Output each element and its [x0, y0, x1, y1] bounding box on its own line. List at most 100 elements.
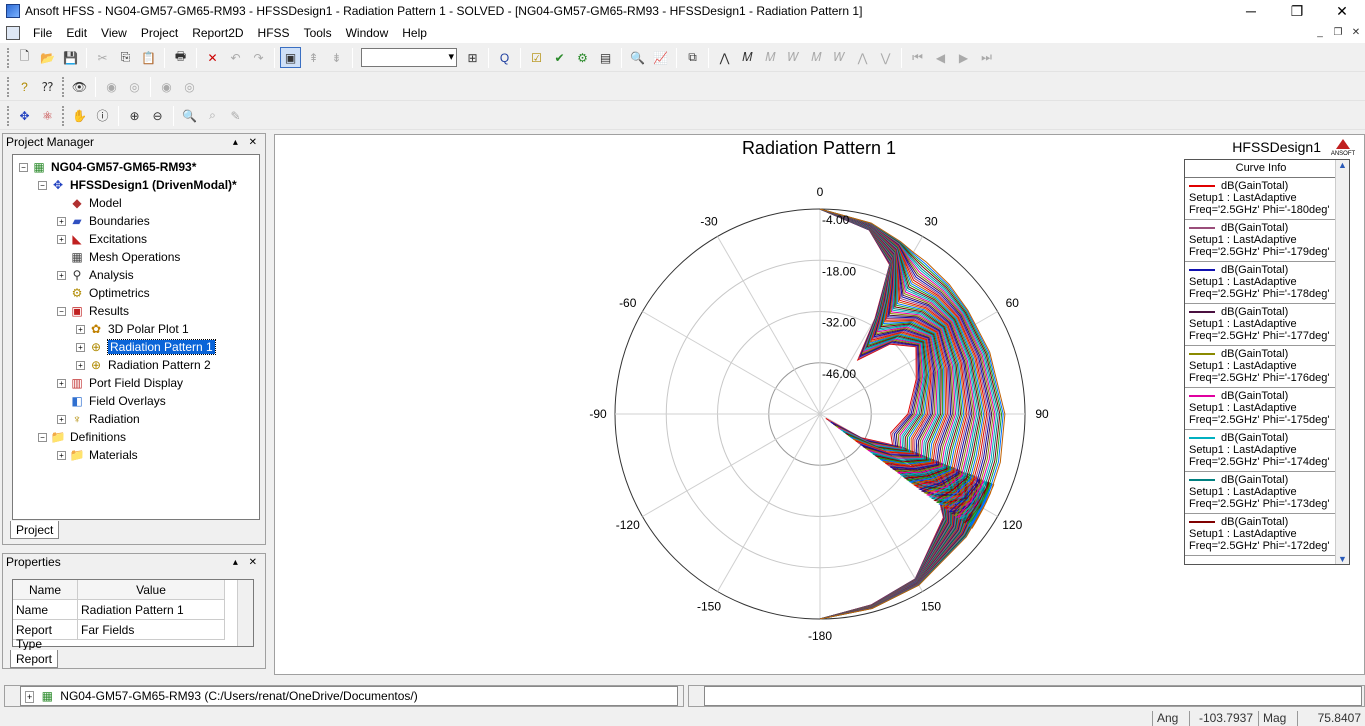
tree-node[interactable]: ▦ Mesh Operations — [57, 248, 180, 266]
legend-entry[interactable]: dB(GainTotal) Setup1 : LastAdaptive Freq='… — [1185, 262, 1337, 304]
document-icon[interactable] — [6, 25, 20, 40]
menu-view[interactable]: View — [101, 25, 127, 40]
mdi-minimize-button[interactable]: _ — [1317, 26, 1323, 38]
trace-icon-7[interactable]: ⋀ — [857, 50, 868, 65]
zoom-out-icon[interactable]: ⊖ — [152, 108, 163, 123]
help-icon[interactable]: ? — [21, 79, 28, 94]
trace-icon-4[interactable]: 𝑊 — [787, 50, 800, 64]
menu-edit[interactable]: Edit — [66, 25, 88, 40]
properties-scrollbar[interactable] — [237, 580, 253, 646]
tree-node[interactable]: + ♆ Radiation — [57, 410, 140, 428]
tree-expander-icon[interactable]: + — [57, 450, 66, 460]
curve-info-legend[interactable]: Curve Info dB(GainTotal) Setup1 : LastAda… — [1184, 159, 1350, 565]
legend-entry[interactable]: dB(GainTotal) Setup1 : LastAdaptive Freq='… — [1185, 430, 1337, 472]
paste-icon[interactable]: 📋 — [141, 50, 156, 65]
tree-expander-icon[interactable]: + — [57, 234, 66, 244]
tree-expander-icon[interactable]: − — [38, 180, 47, 190]
measure-icon[interactable]: ✎ — [230, 108, 241, 123]
solution-data-icon[interactable]: ⚙ — [577, 50, 588, 65]
tree-node[interactable]: + ⊕ Radiation Pattern 1 — [76, 338, 216, 356]
print-icon[interactable]: 🖶 — [174, 49, 187, 63]
tree-expander-icon[interactable]: − — [57, 306, 66, 316]
move-up-icon[interactable]: ⇞ — [308, 50, 319, 65]
polar-chart[interactable]: Radiation Pattern 1 HFSSDesign1 ANSOFT 0… — [275, 135, 1364, 674]
trace-icon-6[interactable]: 𝑊 — [833, 50, 846, 64]
orient-icon[interactable]: ⚛ — [42, 108, 53, 123]
trace-icon-5[interactable]: 𝑀 — [811, 50, 822, 64]
menu-file[interactable]: File — [33, 25, 53, 40]
tree-expander-icon[interactable]: + — [57, 216, 66, 226]
eye-icon[interactable]: 👁 — [71, 79, 88, 94]
legend-scrollbar[interactable]: ▲ ▼ — [1335, 160, 1349, 564]
tree-node[interactable]: + ◣ Excitations — [57, 230, 147, 248]
tree-expander-icon[interactable]: + — [76, 360, 85, 370]
tree-node[interactable]: ◆ Model — [57, 194, 121, 212]
tree-expander-icon[interactable]: + — [57, 378, 66, 388]
legend-entry[interactable]: dB(GainTotal) Setup1 : LastAdaptive Freq='… — [1185, 472, 1337, 514]
windows-icon[interactable]: ⧉ — [688, 50, 697, 64]
pattern-trace[interactable] — [819, 208, 976, 620]
selection-dropdown[interactable] — [361, 48, 457, 67]
trace-icon-8[interactable]: ⋁ — [880, 50, 891, 65]
redo-icon[interactable]: ↷ — [253, 50, 264, 65]
plot-window[interactable]: Radiation Pattern 1 HFSSDesign1 ANSOFT 0… — [274, 134, 1365, 675]
info-icon[interactable]: ⓘ — [96, 109, 109, 123]
tree-node[interactable]: ⚙ Optimetrics — [57, 284, 150, 302]
next-icon[interactable]: ▶ — [958, 50, 969, 65]
prop-value-cell[interactable]: Far Fields — [78, 620, 225, 640]
analyze-icon[interactable]: ✔ — [554, 50, 565, 65]
search-icon[interactable]: 🔍 — [630, 50, 645, 65]
legend-entry[interactable]: dB(GainTotal) Setup1 : LastAdaptive Freq='… — [1185, 304, 1337, 346]
last-icon[interactable]: ⏭ — [981, 50, 992, 64]
menu-hfss[interactable]: HFSS — [257, 25, 290, 40]
open-icon[interactable]: 📂 — [40, 50, 55, 65]
tree-node[interactable]: − ▦ NG04-GM57-GM65-RM93* — [19, 158, 196, 176]
tree-node[interactable]: ◧ Field Overlays — [57, 392, 165, 410]
view-icon-4[interactable]: ◎ — [184, 79, 195, 94]
prop-value-cell[interactable]: Radiation Pattern 1 — [78, 600, 225, 620]
menu-tools[interactable]: Tools — [303, 25, 332, 40]
tree-node[interactable]: − ✥ HFSSDesign1 (DrivenModal)* — [38, 176, 237, 194]
pattern-trace[interactable] — [819, 208, 996, 620]
tree-node[interactable]: − ▣ Results — [57, 302, 129, 320]
tab-report[interactable]: Report — [10, 650, 59, 668]
restore-button[interactable]: ❐ — [1290, 2, 1304, 19]
first-icon[interactable]: ⏮ — [912, 50, 923, 64]
new-icon[interactable]: 🗋 — [19, 49, 30, 63]
pattern-trace[interactable] — [819, 208, 1006, 620]
validate-icon[interactable]: ☑ — [531, 50, 542, 65]
tree-node[interactable]: + ✿ 3D Polar Plot 1 — [76, 320, 189, 338]
chart-icon[interactable]: 📈 — [653, 50, 668, 65]
menu-window[interactable]: Window — [345, 25, 389, 40]
legend-entry[interactable]: dB(GainTotal) Setup1 : LastAdaptive Freq='… — [1185, 220, 1337, 262]
quick-report-icon[interactable]: Q — [499, 50, 510, 65]
legend-entry[interactable]: dB(GainTotal) Setup1 : LastAdaptive Freq='… — [1185, 388, 1337, 430]
tree-expander-icon[interactable]: − — [19, 162, 28, 172]
select-icon[interactable]: ▣ — [280, 47, 301, 68]
move-down-icon[interactable]: ⇟ — [331, 50, 342, 65]
view-icon-2[interactable]: ◎ — [129, 79, 140, 94]
prev-icon[interactable]: ◀ — [935, 50, 946, 65]
legend-entry[interactable]: dB(GainTotal) Setup1 : LastAdaptive Freq='… — [1185, 514, 1337, 556]
tree-node[interactable]: + ⊕ Radiation Pattern 2 — [76, 356, 211, 374]
hierarchy-icon[interactable]: ⊞ — [467, 50, 478, 65]
tree-node[interactable]: + ⚲ Analysis — [57, 266, 134, 284]
copy-icon[interactable]: ⎘ — [120, 50, 131, 64]
expand-icon[interactable]: + — [25, 691, 35, 703]
pattern-trace[interactable] — [819, 208, 1003, 620]
tab-project[interactable]: Project — [10, 521, 60, 539]
tree-expander-icon[interactable]: + — [76, 324, 85, 334]
report-icon[interactable]: ▤ — [599, 50, 612, 65]
mdi-close-button[interactable]: ✕ — [1351, 26, 1361, 38]
context-help-icon[interactable]: ⁇ — [41, 79, 54, 94]
panel-controls[interactable]: ▴ ✕ — [232, 136, 261, 148]
close-button[interactable]: ✕ — [1336, 2, 1348, 19]
tree-expander-icon[interactable]: − — [38, 432, 47, 442]
view-icon-3[interactable]: ◉ — [161, 79, 172, 94]
pattern-trace[interactable] — [819, 208, 1004, 620]
minimize-button[interactable]: ─ — [1246, 3, 1256, 19]
tree-node[interactable]: + 📁 Materials — [57, 446, 138, 464]
menu-report2d[interactable]: Report2D — [192, 25, 244, 40]
menu-project[interactable]: Project — [140, 25, 179, 40]
legend-entry[interactable]: dB(GainTotal) Setup1 : LastAdaptive Freq='… — [1185, 346, 1337, 388]
